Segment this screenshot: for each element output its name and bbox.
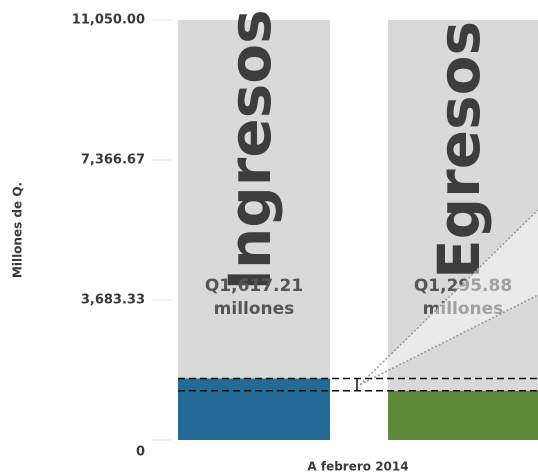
y-axis-label: Millones de Q. <box>11 182 25 278</box>
y-tick-label: 0 <box>136 445 145 460</box>
zoom-line <box>359 209 538 386</box>
y-tick-label: 11,050.00 <box>72 13 145 28</box>
value-label: Q1,295.88 <box>414 276 512 296</box>
value-label: Q1,617.21 <box>205 276 303 296</box>
y-tick-label: 7,366.67 <box>81 152 145 167</box>
bar <box>388 390 538 440</box>
zoom-line <box>359 294 538 386</box>
x-axis-label: A febrero 2014 <box>307 460 408 474</box>
category-label: Ingresos <box>216 9 284 290</box>
category-label: Egresos <box>425 21 493 279</box>
value-label-unit: millones <box>423 299 504 319</box>
bar-background <box>178 20 330 440</box>
y-tick-label: 3,683.33 <box>81 293 145 308</box>
bar-background <box>388 20 538 440</box>
bar <box>178 378 330 440</box>
value-label-unit: millones <box>214 299 295 319</box>
